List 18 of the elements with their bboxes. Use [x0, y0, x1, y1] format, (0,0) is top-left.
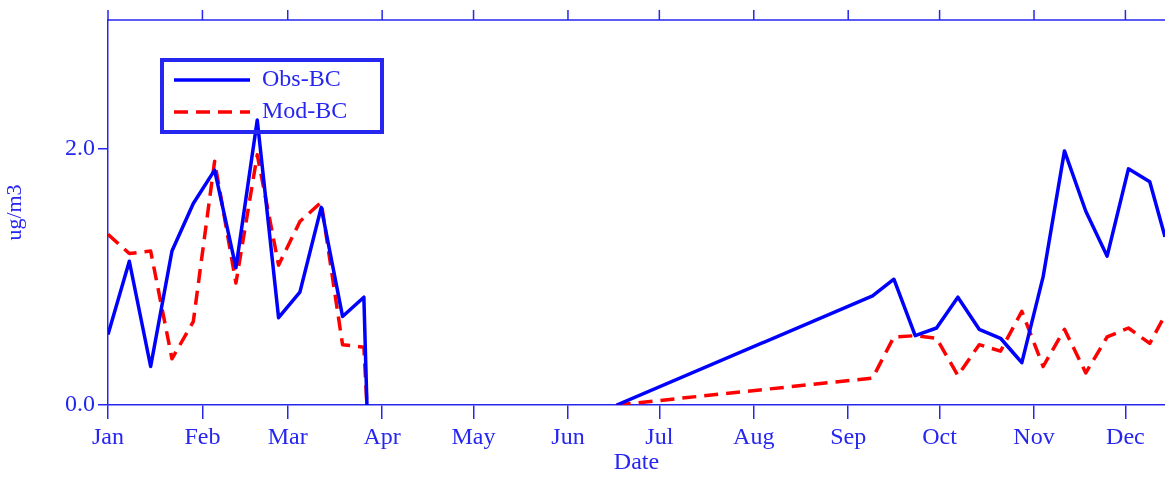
x-tick-label: Apr [363, 422, 401, 449]
x-tick-label: May [451, 422, 496, 449]
x-tick-label: Feb [184, 422, 221, 449]
legend-label: Mod-BC [262, 97, 348, 124]
x-tick-label: Oct [922, 422, 958, 449]
x-tick-label: Dec [1106, 422, 1145, 449]
x-tick-label: Mar [267, 422, 308, 449]
y-tick-label: 2.0 [65, 133, 95, 160]
x-tick-label: Nov [1013, 422, 1055, 449]
x-tick-label: Jun [551, 422, 585, 449]
x-tick-label: Jul [645, 422, 674, 449]
x-tick-label: Aug [733, 422, 775, 449]
legend-label: Obs-BC [262, 65, 341, 92]
x-axis-title: Date [613, 447, 660, 474]
y-tick-label: 0.0 [65, 390, 95, 417]
x-tick-label: Sep [830, 422, 867, 449]
x-tick-label: Jan [92, 422, 124, 449]
y-axis-title: ug/m3 [0, 184, 26, 241]
